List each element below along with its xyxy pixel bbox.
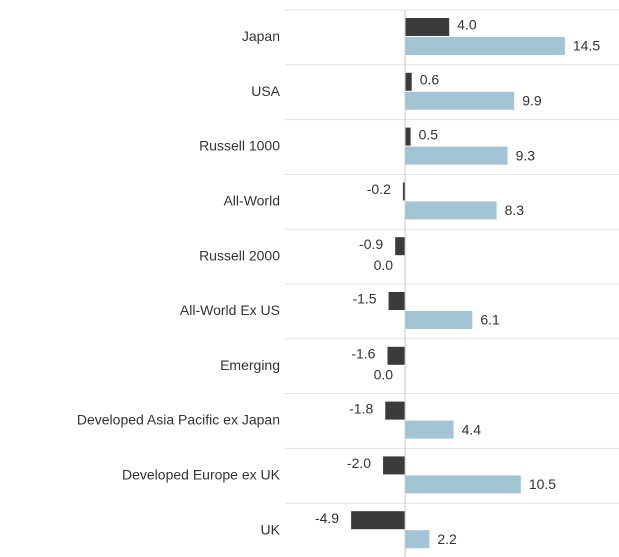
category-label: All-World Ex US xyxy=(180,302,280,318)
value-label: 8.3 xyxy=(505,202,525,218)
bar xyxy=(405,37,565,55)
bar xyxy=(405,91,515,110)
value-label: 4.4 xyxy=(462,421,482,437)
bar xyxy=(405,475,521,494)
value-label: 6.1 xyxy=(480,312,500,328)
bar xyxy=(402,182,406,201)
value-label: -0.2 xyxy=(367,181,391,197)
value-label: 0.5 xyxy=(419,126,439,142)
bar xyxy=(405,420,454,439)
value-label: 14.5 xyxy=(573,38,600,54)
bar xyxy=(405,530,430,549)
category-label: Developed Europe ex UK xyxy=(122,467,281,483)
value-label: -1.6 xyxy=(351,346,375,362)
value-label: 0.0 xyxy=(374,257,394,273)
bar xyxy=(405,18,450,36)
category-label: Developed Asia Pacific ex Japan xyxy=(77,412,280,428)
bar xyxy=(388,292,406,310)
bar xyxy=(405,201,497,220)
value-label: 10.5 xyxy=(529,476,556,492)
value-label: -1.8 xyxy=(349,400,373,416)
bar xyxy=(387,346,406,365)
value-label: 2.2 xyxy=(437,531,457,547)
value-label: 9.9 xyxy=(522,93,542,109)
bar xyxy=(351,511,406,530)
category-label: UK xyxy=(261,521,281,537)
value-label: 9.3 xyxy=(516,147,536,163)
category-label: Emerging xyxy=(220,357,280,373)
category-label: Russell 1000 xyxy=(199,138,280,154)
category-label: Japan xyxy=(242,28,280,44)
value-label: 4.0 xyxy=(457,17,477,33)
bar xyxy=(405,311,473,329)
bar xyxy=(405,72,412,91)
bar xyxy=(383,456,406,475)
value-label: -0.9 xyxy=(359,236,383,252)
value-label: 0.6 xyxy=(420,72,440,88)
bar xyxy=(385,401,406,420)
bar xyxy=(405,146,508,165)
value-label: -1.5 xyxy=(352,291,376,307)
category-label: Russell 2000 xyxy=(199,247,280,263)
bar xyxy=(405,127,411,146)
value-label: -2.0 xyxy=(347,455,371,471)
value-label: -4.9 xyxy=(315,510,339,526)
category-label: All-World xyxy=(223,193,280,209)
bar xyxy=(395,237,406,256)
value-label: 0.0 xyxy=(374,367,394,383)
category-label: USA xyxy=(251,83,280,99)
